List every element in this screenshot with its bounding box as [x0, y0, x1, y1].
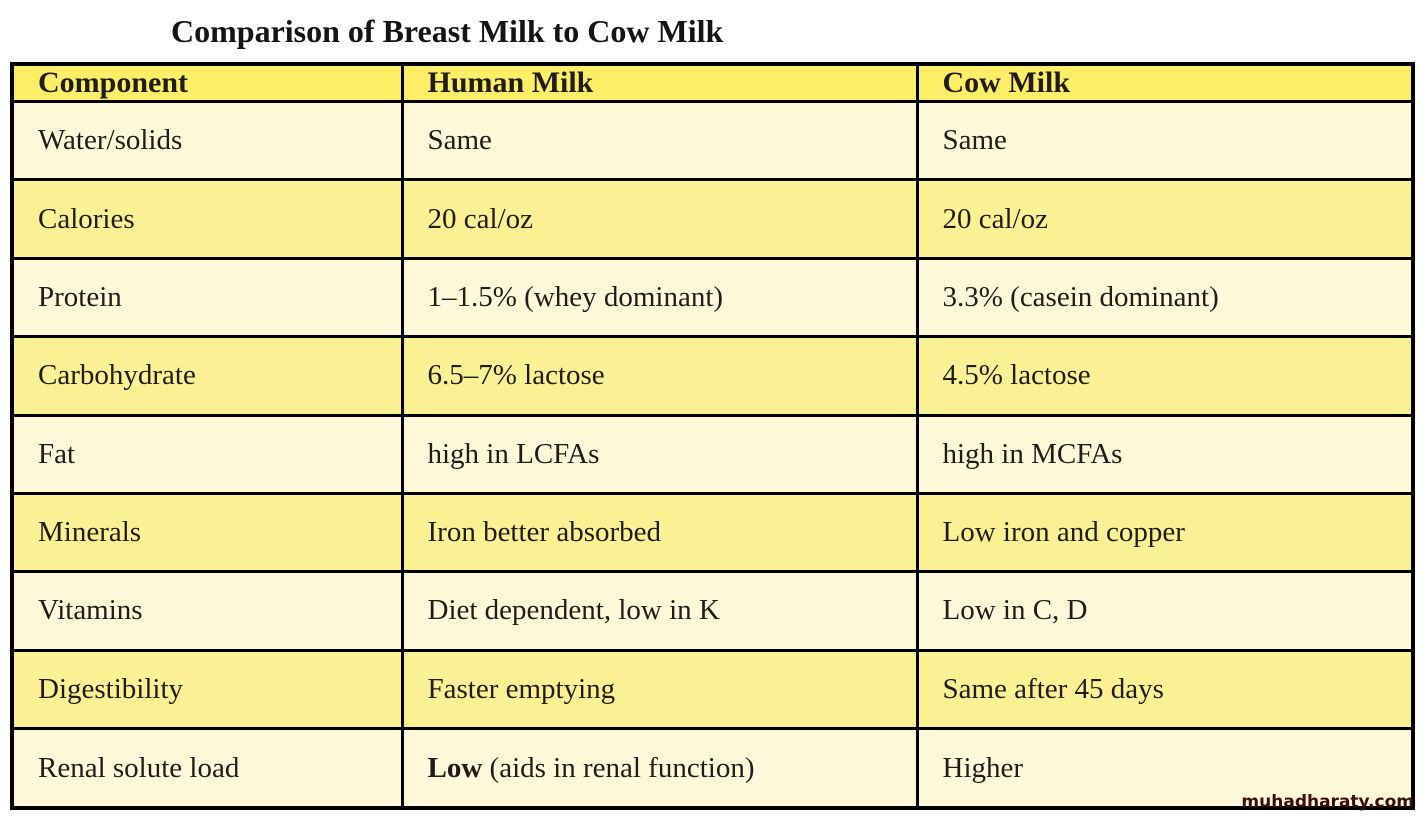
table-row-fat: Fat high in LCFAs high in MCFAs — [10, 413, 1415, 495]
human-milk-cell: 20 cal/oz — [400, 178, 919, 260]
human-milk-cell: 1–1.5% (whey dominant) — [400, 256, 919, 339]
cow-milk-cell: 20 cal/oz — [915, 178, 1415, 260]
table-row-renal-solute-load: Renal solute load Low (aids in renal fun… — [10, 727, 1415, 810]
table-row-calories: Calories 20 cal/oz 20 cal/oz — [10, 178, 1415, 260]
component-cell: Minerals — [10, 491, 404, 574]
cow-milk-cell: Higher — [915, 727, 1415, 810]
cow-milk-cell: Same — [915, 99, 1415, 182]
human-milk-cell: Faster emptying — [400, 648, 919, 731]
table-row-carbohydrate: Carbohydrate 6.5–7% lactose 4.5% lactose — [10, 335, 1415, 417]
cow-milk-cell: Low iron and copper — [915, 491, 1415, 574]
table-row-digestibility: Digestibility Faster emptying Same after… — [10, 648, 1415, 731]
renal-low-emphasis: Low — [427, 751, 483, 784]
table-row-vitamins: Vitamins Diet dependent, low in K Low in… — [10, 570, 1415, 652]
comparison-table: Component Human Milk Cow Milk Water/soli… — [10, 62, 1415, 810]
component-cell: Water/solids — [10, 99, 404, 182]
human-milk-cell: Diet dependent, low in K — [400, 570, 919, 652]
header-cell-component: Component — [10, 62, 404, 103]
cow-milk-cell: Same after 45 days — [915, 648, 1415, 731]
header-cell-human-milk: Human Milk — [400, 62, 919, 103]
cow-milk-cell: 4.5% lactose — [915, 335, 1415, 417]
table-header-row: Component Human Milk Cow Milk — [10, 62, 1415, 103]
table-row-minerals: Minerals Iron better absorbed Low iron a… — [10, 491, 1415, 574]
component-cell: Fat — [10, 413, 404, 495]
component-cell: Vitamins — [10, 570, 404, 652]
human-milk-cell: Low (aids in renal function) — [400, 727, 919, 810]
watermark: muhadharaty.com — [1241, 792, 1414, 812]
human-milk-cell: Same — [400, 99, 919, 182]
renal-low-detail: (aids in renal function) — [482, 751, 755, 784]
component-cell: Calories — [10, 178, 404, 260]
component-cell: Protein — [10, 256, 404, 339]
page-title: Comparison of Breast Milk to Cow Milk — [171, 13, 724, 49]
human-milk-cell: high in LCFAs — [400, 413, 919, 495]
component-cell: Digestibility — [10, 648, 404, 731]
component-cell: Carbohydrate — [10, 335, 404, 417]
component-cell: Renal solute load — [10, 727, 404, 810]
cow-milk-cell: Low in C, D — [915, 570, 1415, 652]
table-row-water-solids: Water/solids Same Same — [10, 99, 1415, 182]
cow-milk-cell: high in MCFAs — [915, 413, 1415, 495]
cow-milk-cell: 3.3% (casein dominant) — [915, 256, 1415, 339]
table-row-protein: Protein 1–1.5% (whey dominant) 3.3% (cas… — [10, 256, 1415, 339]
human-milk-cell: 6.5–7% lactose — [400, 335, 919, 417]
header-cell-cow-milk: Cow Milk — [915, 62, 1415, 103]
human-milk-cell: Iron better absorbed — [400, 491, 919, 574]
